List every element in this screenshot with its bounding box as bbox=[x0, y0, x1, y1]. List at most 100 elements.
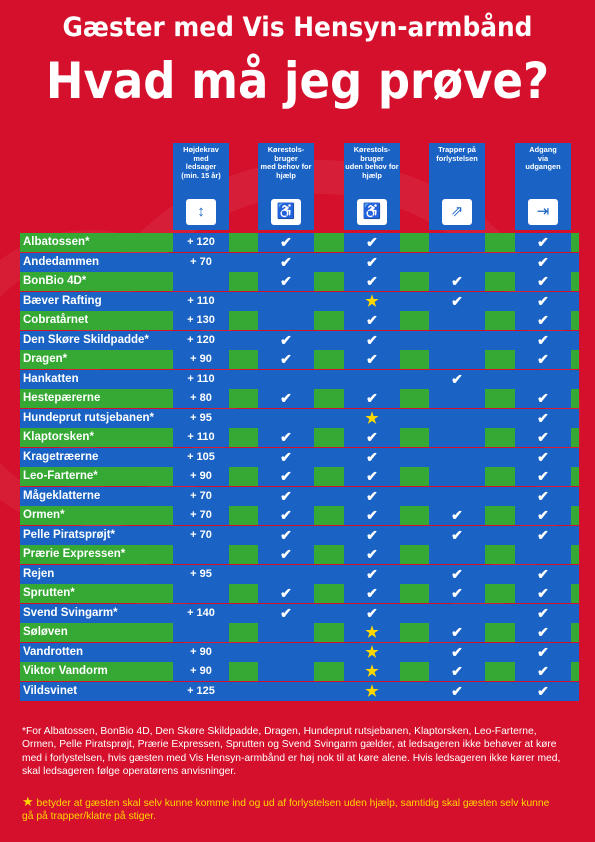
table-cell: ✔ bbox=[258, 233, 314, 252]
height-requirement: + 120 bbox=[173, 233, 229, 252]
height-requirement: + 70 bbox=[173, 486, 229, 506]
table-cell: ✔ bbox=[515, 564, 571, 584]
check-icon: ✔ bbox=[280, 429, 292, 445]
height-requirement: + 105 bbox=[173, 447, 229, 467]
table-cell: ✔ bbox=[344, 428, 400, 447]
table-row: Ormen* + 70 ✔ ✔ ✔ ✔ bbox=[20, 506, 579, 525]
check-icon: ✔ bbox=[280, 448, 292, 465]
page-heading: Hvad må jeg prøve? bbox=[45, 52, 550, 110]
table-row: Hestepærerne + 80 ✔ ✔ ✔ bbox=[20, 389, 579, 408]
table-cell: ✔ bbox=[515, 311, 571, 330]
check-icon: ✔ bbox=[366, 487, 378, 504]
star-icon: ★ bbox=[365, 643, 379, 661]
table-cell: ✔ bbox=[258, 252, 314, 272]
table-cell bbox=[429, 467, 485, 486]
table-cell bbox=[258, 681, 314, 701]
check-icon: ✔ bbox=[537, 429, 549, 445]
attraction-name: Rejen bbox=[23, 567, 55, 580]
table-cell: ✔ bbox=[344, 584, 400, 603]
check-icon: ✔ bbox=[366, 331, 378, 348]
check-icon: ✔ bbox=[280, 234, 292, 250]
footnote: *For Albatossen, BonBio 4D, Den Skøre Sk… bbox=[22, 726, 561, 777]
table-cell: ✔ bbox=[429, 623, 485, 642]
table-cell bbox=[429, 311, 485, 330]
check-icon: ✔ bbox=[537, 565, 549, 582]
check-icon: ✔ bbox=[280, 585, 292, 601]
table-cell: ✔ bbox=[515, 525, 571, 545]
height-requirement: + 90 bbox=[173, 642, 229, 662]
star-icon: ★ bbox=[365, 409, 379, 427]
check-icon: ✔ bbox=[280, 468, 292, 484]
check-icon: ✔ bbox=[451, 663, 463, 679]
check-icon: ✔ bbox=[366, 468, 378, 484]
table-cell: ✔ bbox=[429, 662, 485, 681]
height-requirement bbox=[173, 545, 229, 564]
check-icon: ✔ bbox=[537, 585, 549, 601]
table-row: Sprutten* ✔ ✔ ✔ ✔ bbox=[20, 584, 579, 603]
check-icon: ✔ bbox=[280, 507, 292, 523]
table-cell bbox=[429, 603, 485, 623]
height-requirement: + 130 bbox=[173, 311, 229, 330]
attraction-name: Viktor Vandorm bbox=[23, 665, 108, 677]
check-icon: ✔ bbox=[537, 312, 549, 328]
column-header-label: Trapper på forlystelsen bbox=[436, 145, 478, 163]
attraction-name: Søløven bbox=[23, 626, 68, 638]
star-icon: ★ bbox=[365, 292, 379, 310]
table-cell: ✔ bbox=[344, 447, 400, 467]
table-cell: ✔ bbox=[344, 486, 400, 506]
table-cell bbox=[429, 389, 485, 408]
star-note-text: betyder at gæsten skal selv kunne komme … bbox=[22, 798, 550, 823]
check-icon: ✔ bbox=[366, 390, 378, 406]
star-icon: ★ bbox=[365, 682, 379, 700]
height-requirement: + 90 bbox=[173, 350, 229, 369]
table-cell: ★ bbox=[344, 408, 400, 428]
check-icon: ✔ bbox=[280, 273, 292, 289]
check-icon: ✔ bbox=[451, 507, 463, 523]
table-row: Den Skøre Skildpadde* + 120 ✔ ✔ ✔ bbox=[20, 330, 579, 350]
table-cell bbox=[515, 369, 571, 389]
table-cell: ✔ bbox=[258, 584, 314, 603]
column-header: Højdekrav med ledsager (min. 15 år) ↕ bbox=[173, 143, 229, 230]
table-cell bbox=[258, 662, 314, 681]
table-row: Vildsvinet + 125 ★ ✔ ✔ bbox=[20, 681, 579, 701]
table-cell bbox=[429, 428, 485, 447]
attraction-name: Prærie Expressen* bbox=[23, 548, 126, 560]
attraction-name: Den Skøre Skildpadde* bbox=[23, 333, 149, 346]
table-cell: ✔ bbox=[258, 350, 314, 369]
height-requirement: + 110 bbox=[173, 291, 229, 311]
table-cell: ✔ bbox=[515, 662, 571, 681]
table-cell: ★ bbox=[344, 642, 400, 662]
wheelchair-assisted-icon: ♿ bbox=[271, 199, 301, 225]
table-cell: ✔ bbox=[258, 525, 314, 545]
table-row: Svend Svingarm* + 140 ✔ ✔ ✔ bbox=[20, 603, 579, 623]
attraction-name: Ormen* bbox=[23, 509, 65, 521]
check-icon: ✔ bbox=[366, 585, 378, 601]
star-icon: ★ bbox=[365, 624, 379, 641]
check-icon: ✔ bbox=[366, 546, 378, 562]
table-cell bbox=[258, 623, 314, 642]
check-icon: ✔ bbox=[451, 624, 463, 640]
table-cell: ★ bbox=[344, 291, 400, 311]
table-cell: ✔ bbox=[344, 603, 400, 623]
wheelchair-independent-icon: ♿ bbox=[357, 199, 387, 225]
attraction-name: Vandrotten bbox=[23, 645, 84, 658]
table-cell: ✔ bbox=[258, 272, 314, 291]
table-row: Prærie Expressen* ✔ ✔ bbox=[20, 545, 579, 564]
table-cell: ✔ bbox=[344, 506, 400, 525]
attraction-name: Sprutten* bbox=[23, 587, 75, 599]
check-icon: ✔ bbox=[537, 487, 549, 504]
check-icon: ✔ bbox=[537, 331, 549, 348]
table-cell: ★ bbox=[344, 662, 400, 681]
table-cell: ✔ bbox=[515, 291, 571, 311]
table-cell bbox=[258, 408, 314, 428]
table-cell: ✔ bbox=[258, 428, 314, 447]
table-cell: ✔ bbox=[258, 389, 314, 408]
attraction-name: Bæver Rafting bbox=[23, 294, 102, 307]
attraction-name: Albatossen* bbox=[23, 236, 90, 248]
table-cell: ✔ bbox=[258, 603, 314, 623]
table-cell: ✔ bbox=[344, 350, 400, 369]
check-icon: ✔ bbox=[366, 507, 378, 523]
height-requirement: + 80 bbox=[173, 389, 229, 408]
table-cell: ✔ bbox=[258, 330, 314, 350]
table-cell bbox=[258, 564, 314, 584]
